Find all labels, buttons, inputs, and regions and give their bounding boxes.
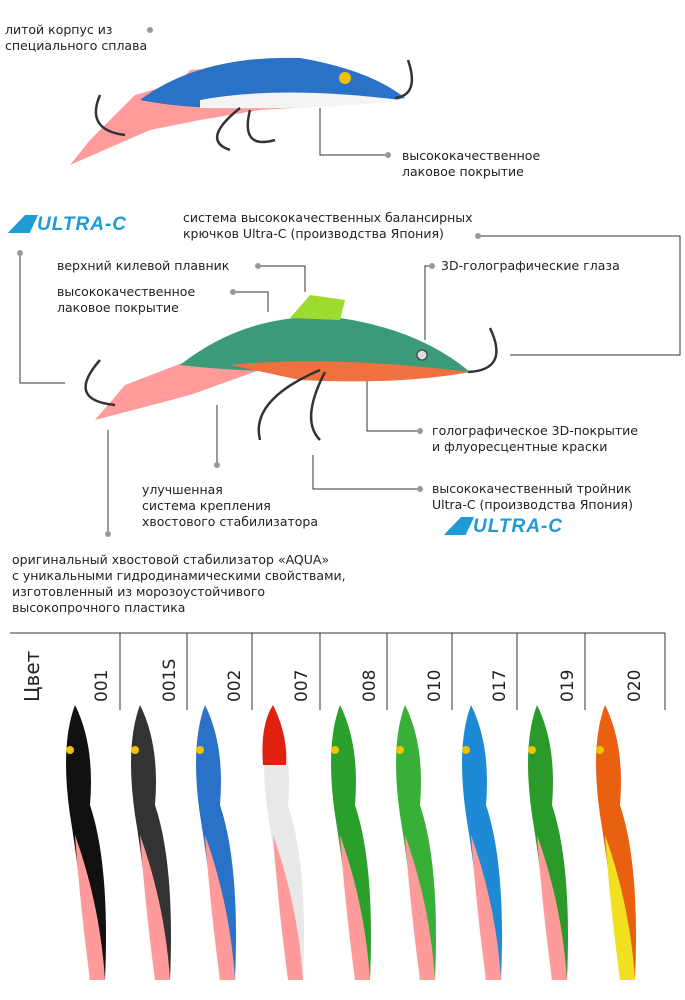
callout-eyes: 3D-голографические глаза	[441, 258, 620, 273]
color-code: 001	[92, 669, 112, 702]
color-lures	[66, 705, 636, 980]
color-code: 019	[558, 669, 578, 702]
callout-lacquer-top: высококачественное лаковое покрытие	[402, 148, 541, 179]
callout-tail-mount: улучшенная система крепления хвостового …	[142, 482, 319, 529]
callout-coating: голографическое 3D-покрытие и флуоресцен…	[432, 423, 638, 454]
callout-cast-body: литой корпус из специального сплава	[5, 22, 148, 53]
callout-treble: высококачественный тройник Ultra-C (прои…	[432, 481, 633, 512]
lure-top-image	[70, 57, 414, 165]
callout-lacquer: высококачественное лаковое покрытие	[57, 284, 196, 315]
callout-tail: оригинальный хвостовой стабилизатор «AQU…	[12, 552, 346, 615]
color-code: 008	[360, 669, 380, 702]
color-header: Цвет	[20, 650, 44, 702]
callout-hooks: система высококачественных балансирных к…	[183, 210, 473, 241]
color-code: 017	[490, 669, 510, 702]
color-code: 007	[292, 669, 312, 702]
ultra-c-logo-2: ULTRA-C	[448, 517, 563, 536]
color-code: 010	[425, 669, 445, 702]
lure-main-image	[84, 295, 498, 441]
color-code: 001S	[160, 658, 180, 702]
color-code: 020	[625, 669, 645, 702]
ultra-c-logo: ULTRA-C	[12, 215, 127, 234]
color-code: 002	[225, 669, 245, 702]
callout-dorsal-fin: верхний килевой плавник	[57, 258, 230, 273]
